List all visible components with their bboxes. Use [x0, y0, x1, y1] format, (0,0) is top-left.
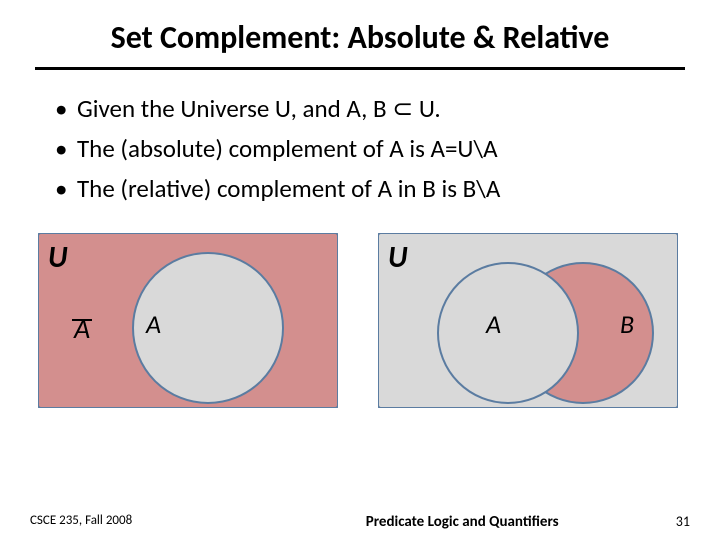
slide-footer: CSCE 235, Fall 2008 Predicate Logic and … — [30, 513, 690, 528]
set-a-circle — [438, 263, 578, 403]
subset-symbol: ⊂ — [392, 93, 413, 124]
set-b-label: B — [620, 308, 634, 340]
footer-left: CSCE 235, Fall 2008 — [30, 513, 132, 528]
bullet-2: The (absolute) complement of A is A=U\A — [55, 132, 720, 166]
absolute-complement-diagram: U A A — [38, 233, 338, 408]
bullet-1-post: U. — [413, 93, 441, 124]
bullet-3: The (relative) complement of A in B is B… — [55, 172, 720, 206]
set-a-label: A — [146, 308, 161, 340]
bullet-1: Given the Universe U, and A, B ⊂ U. — [55, 92, 720, 126]
universe-label: U — [48, 239, 68, 276]
bullet-1-pre: Given the Universe U, and A, B — [77, 93, 392, 124]
footer-right: 31 — [676, 513, 690, 530]
universe-label: U — [388, 239, 408, 276]
title-divider — [35, 67, 685, 70]
set-a-label: A — [486, 308, 501, 340]
slide-title: Set Complement: Absolute & Relative — [0, 0, 720, 67]
diagram-row: U A A U A B — [38, 233, 720, 408]
relative-complement-diagram: U A B — [378, 233, 678, 408]
footer-center: Predicate Logic and Quantifiers — [132, 513, 720, 531]
a-complement-label: A — [72, 311, 92, 346]
bullet-list: Given the Universe U, and A, B ⊂ U. The … — [55, 92, 720, 205]
